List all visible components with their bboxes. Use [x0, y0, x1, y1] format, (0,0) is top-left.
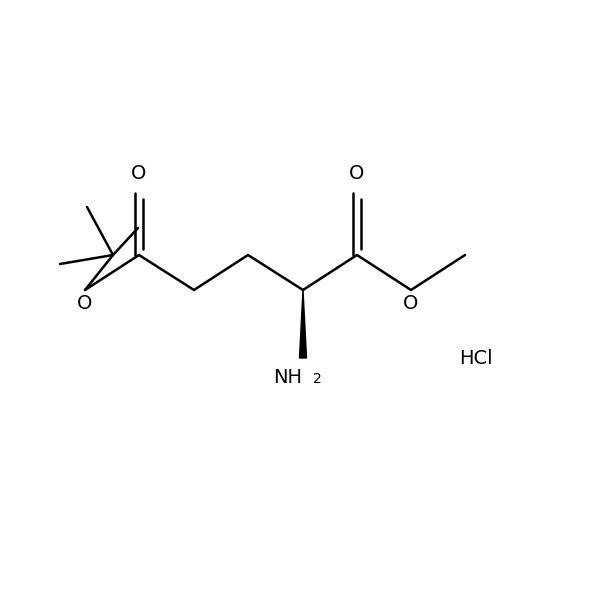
Text: O: O: [77, 294, 92, 313]
Polygon shape: [299, 290, 307, 358]
Text: O: O: [403, 294, 419, 313]
Text: O: O: [349, 164, 365, 183]
Text: 2: 2: [313, 372, 322, 386]
Text: O: O: [131, 164, 146, 183]
Text: NH: NH: [273, 368, 302, 387]
Text: HCl: HCl: [459, 349, 493, 367]
